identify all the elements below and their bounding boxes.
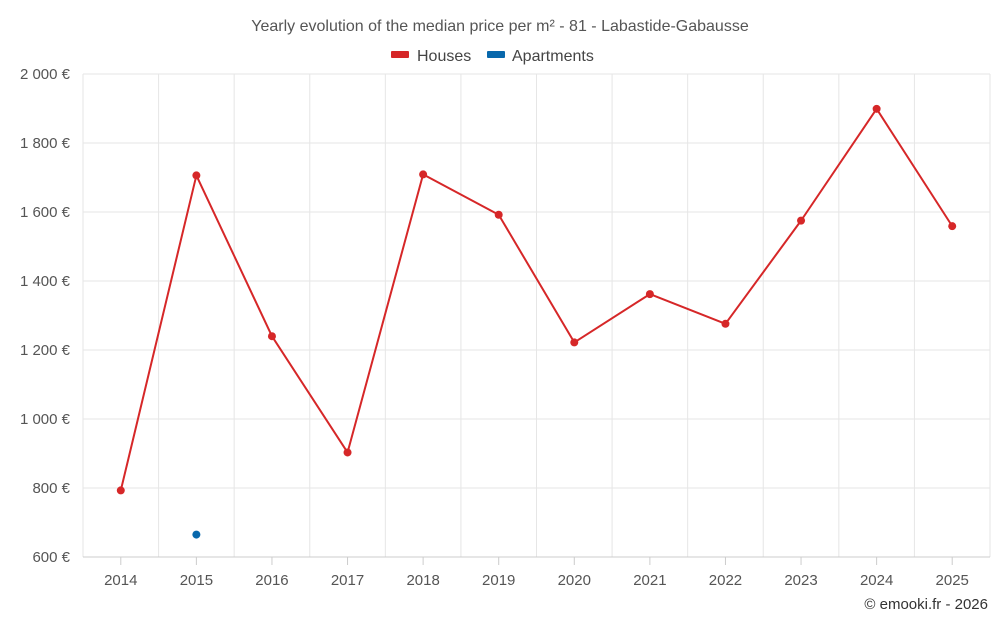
data-point-houses-2024[interactable] [872, 104, 881, 113]
x-tick-label: 2021 [633, 572, 666, 589]
data-point-houses-2015[interactable] [192, 171, 201, 180]
x-tick-label: 2019 [482, 572, 515, 589]
data-point-apartments-2015[interactable] [192, 530, 201, 539]
series-line-houses [119, 107, 954, 491]
legend-swatch-houses [391, 51, 409, 58]
y-axis: 600 € 800 € 1 000 € 1 200 € 1 400 € 1 600 € 1 … [20, 66, 71, 566]
legend-label-houses: Houses [417, 48, 471, 65]
x-tick-label: 2016 [255, 572, 288, 589]
y-tick-label: 1 200 € [20, 342, 71, 359]
data-point-houses-2020[interactable] [570, 338, 579, 347]
chart-title: Yearly evolution of the median price per… [251, 18, 749, 35]
x-tick-label: 2024 [860, 572, 893, 589]
data-point-houses-2022[interactable] [721, 319, 730, 328]
grid [82, 73, 991, 558]
data-point-houses-2019[interactable] [494, 210, 503, 219]
legend-item-apartments[interactable]: Apartments [487, 48, 594, 65]
data-point-houses-2021[interactable] [645, 290, 654, 299]
x-tick-label: 2015 [180, 572, 213, 589]
legend: Houses Apartments [391, 48, 594, 65]
credit: © emooki.fr - 2026 [864, 596, 988, 613]
x-tick-label: 2022 [709, 572, 742, 589]
x-tick-label: 2023 [784, 572, 817, 589]
plot-area [116, 104, 957, 539]
y-tick-label: 1 600 € [20, 204, 71, 221]
x-tick-label: 2025 [936, 572, 969, 589]
y-tick-label: 600 € [32, 549, 70, 566]
x-tick-label: 2018 [406, 572, 439, 589]
data-point-houses-2025[interactable] [948, 222, 957, 231]
y-tick-label: 1 800 € [20, 135, 71, 152]
x-tick-label: 2017 [331, 572, 364, 589]
x-tick-label: 2014 [104, 572, 137, 589]
x-axis: 2014 2015 2016 2017 2018 2019 2020 2021 2022 2023… [83, 556, 990, 589]
y-tick-label: 800 € [32, 480, 70, 497]
y-tick-label: 1 400 € [20, 273, 71, 290]
x-tick-label: 2020 [558, 572, 591, 589]
legend-item-houses[interactable]: Houses [391, 48, 471, 65]
data-point-houses-2014[interactable] [116, 486, 125, 495]
legend-swatch-apartments [487, 51, 505, 58]
y-tick-label: 1 000 € [20, 411, 71, 428]
data-point-houses-2016[interactable] [267, 332, 276, 341]
data-point-houses-2017[interactable] [343, 448, 352, 457]
legend-label-apartments: Apartments [512, 48, 594, 65]
data-point-houses-2018[interactable] [419, 170, 428, 179]
data-point-houses-2023[interactable] [797, 216, 806, 225]
y-tick-label: 2 000 € [20, 66, 71, 83]
